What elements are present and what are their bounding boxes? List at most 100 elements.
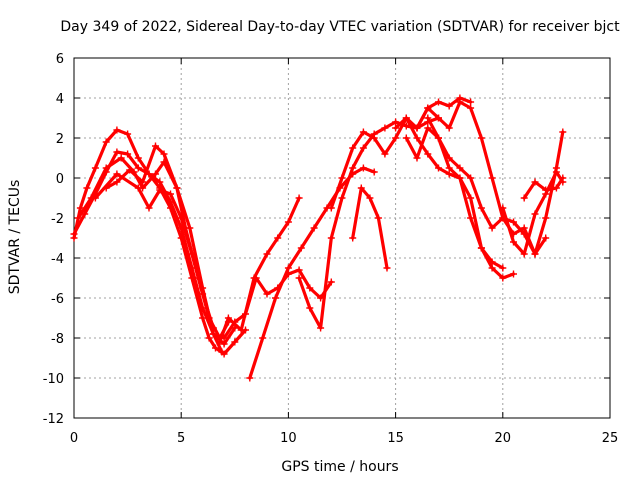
data-point-marker	[435, 98, 442, 106]
data-point-marker	[510, 218, 517, 226]
data-point-marker	[488, 264, 496, 272]
data-point-marker	[435, 134, 442, 142]
data-point-marker	[510, 270, 517, 278]
data-point-marker	[173, 184, 181, 192]
data-point-marker	[113, 170, 121, 178]
x-tick-label: 5	[177, 431, 185, 446]
satellite-track-6	[216, 194, 303, 346]
y-tick-label: 4	[56, 92, 64, 107]
data-point-marker	[392, 118, 400, 126]
data-point-marker	[297, 244, 305, 252]
data-point-marker	[205, 334, 213, 342]
data-point-marker	[306, 304, 314, 312]
data-point-marker	[306, 284, 314, 292]
data-point-marker	[113, 126, 121, 134]
data-point-marker	[424, 124, 432, 132]
data-point-marker	[467, 194, 475, 202]
data-point-marker	[237, 326, 245, 334]
data-point-marker	[456, 174, 464, 182]
series-trace	[329, 96, 473, 210]
data-point-marker	[199, 284, 207, 292]
data-point-marker	[218, 348, 226, 356]
data-point-marker	[435, 114, 442, 122]
satellite-track-15	[424, 114, 507, 272]
y-tick-label: -12	[43, 412, 64, 427]
y-tick-label: -6	[51, 292, 64, 307]
data-point-marker	[295, 266, 303, 274]
data-point-marker	[477, 204, 485, 212]
data-point-marker	[392, 134, 400, 142]
data-point-marker	[402, 114, 410, 122]
satellite-track-1	[70, 126, 249, 358]
data-point-marker	[381, 124, 389, 132]
satellite-track-10	[327, 94, 475, 212]
satellite-track-8	[246, 164, 378, 382]
data-point-marker	[467, 98, 475, 106]
data-point-marker	[231, 338, 239, 346]
data-point-marker	[224, 314, 232, 322]
data-point-marker	[259, 334, 267, 342]
data-series	[70, 94, 567, 382]
series-trace	[404, 126, 565, 256]
data-point-marker	[216, 338, 224, 346]
data-point-marker	[327, 234, 335, 242]
data-point-marker	[531, 178, 539, 186]
data-point-marker	[102, 184, 110, 192]
data-point-marker	[552, 184, 560, 192]
data-point-marker	[102, 138, 110, 146]
data-point-marker	[152, 170, 159, 178]
series-trace	[218, 196, 301, 344]
data-point-marker	[338, 174, 346, 182]
data-point-marker	[499, 264, 507, 272]
data-point-marker	[424, 150, 432, 158]
data-point-marker	[359, 144, 367, 152]
data-point-marker	[456, 98, 464, 106]
data-point-marker	[274, 234, 282, 242]
data-point-marker	[70, 230, 78, 238]
data-point-marker	[134, 164, 142, 172]
satellite-track-5	[102, 142, 226, 356]
data-point-marker	[246, 374, 254, 382]
satellite-track-11	[349, 184, 391, 272]
data-point-marker	[272, 294, 279, 302]
data-point-marker	[520, 224, 528, 232]
data-point-marker	[327, 204, 335, 212]
data-point-marker	[231, 318, 239, 326]
data-point-marker	[559, 174, 567, 182]
data-point-marker	[552, 168, 560, 176]
series-trace	[248, 166, 376, 380]
x-tick-label: 20	[495, 431, 512, 446]
data-point-marker	[145, 204, 153, 212]
data-point-marker	[76, 204, 84, 212]
x-tick-label: 0	[70, 431, 78, 446]
data-point-marker	[402, 122, 410, 130]
data-point-marker	[139, 178, 147, 186]
x-tick-label: 15	[387, 431, 404, 446]
satellite-track-14	[402, 124, 567, 258]
data-point-marker	[366, 194, 374, 202]
grid-lines	[74, 58, 610, 418]
y-tick-labels: -12 -10 -8 -6 -4 -2 0 2 4 6	[43, 52, 64, 427]
data-point-marker	[295, 274, 303, 282]
data-point-marker	[295, 194, 303, 202]
data-point-marker	[445, 164, 453, 172]
data-point-marker	[252, 274, 260, 282]
data-point-marker	[402, 134, 410, 142]
data-point-marker	[374, 214, 382, 222]
y-tick-label: -8	[51, 332, 64, 347]
data-point-marker	[160, 150, 168, 158]
data-point-marker	[134, 184, 142, 192]
data-point-marker	[445, 170, 453, 178]
data-point-marker	[134, 154, 142, 162]
data-point-marker	[113, 178, 121, 186]
data-point-marker	[413, 124, 421, 132]
data-point-marker	[559, 128, 567, 136]
data-point-marker	[338, 194, 346, 202]
data-point-marker	[370, 168, 378, 176]
y-tick-label: -2	[51, 212, 64, 227]
data-point-marker	[186, 224, 194, 232]
data-point-marker	[542, 186, 550, 194]
data-point-marker	[102, 164, 110, 172]
data-point-marker	[209, 330, 217, 338]
